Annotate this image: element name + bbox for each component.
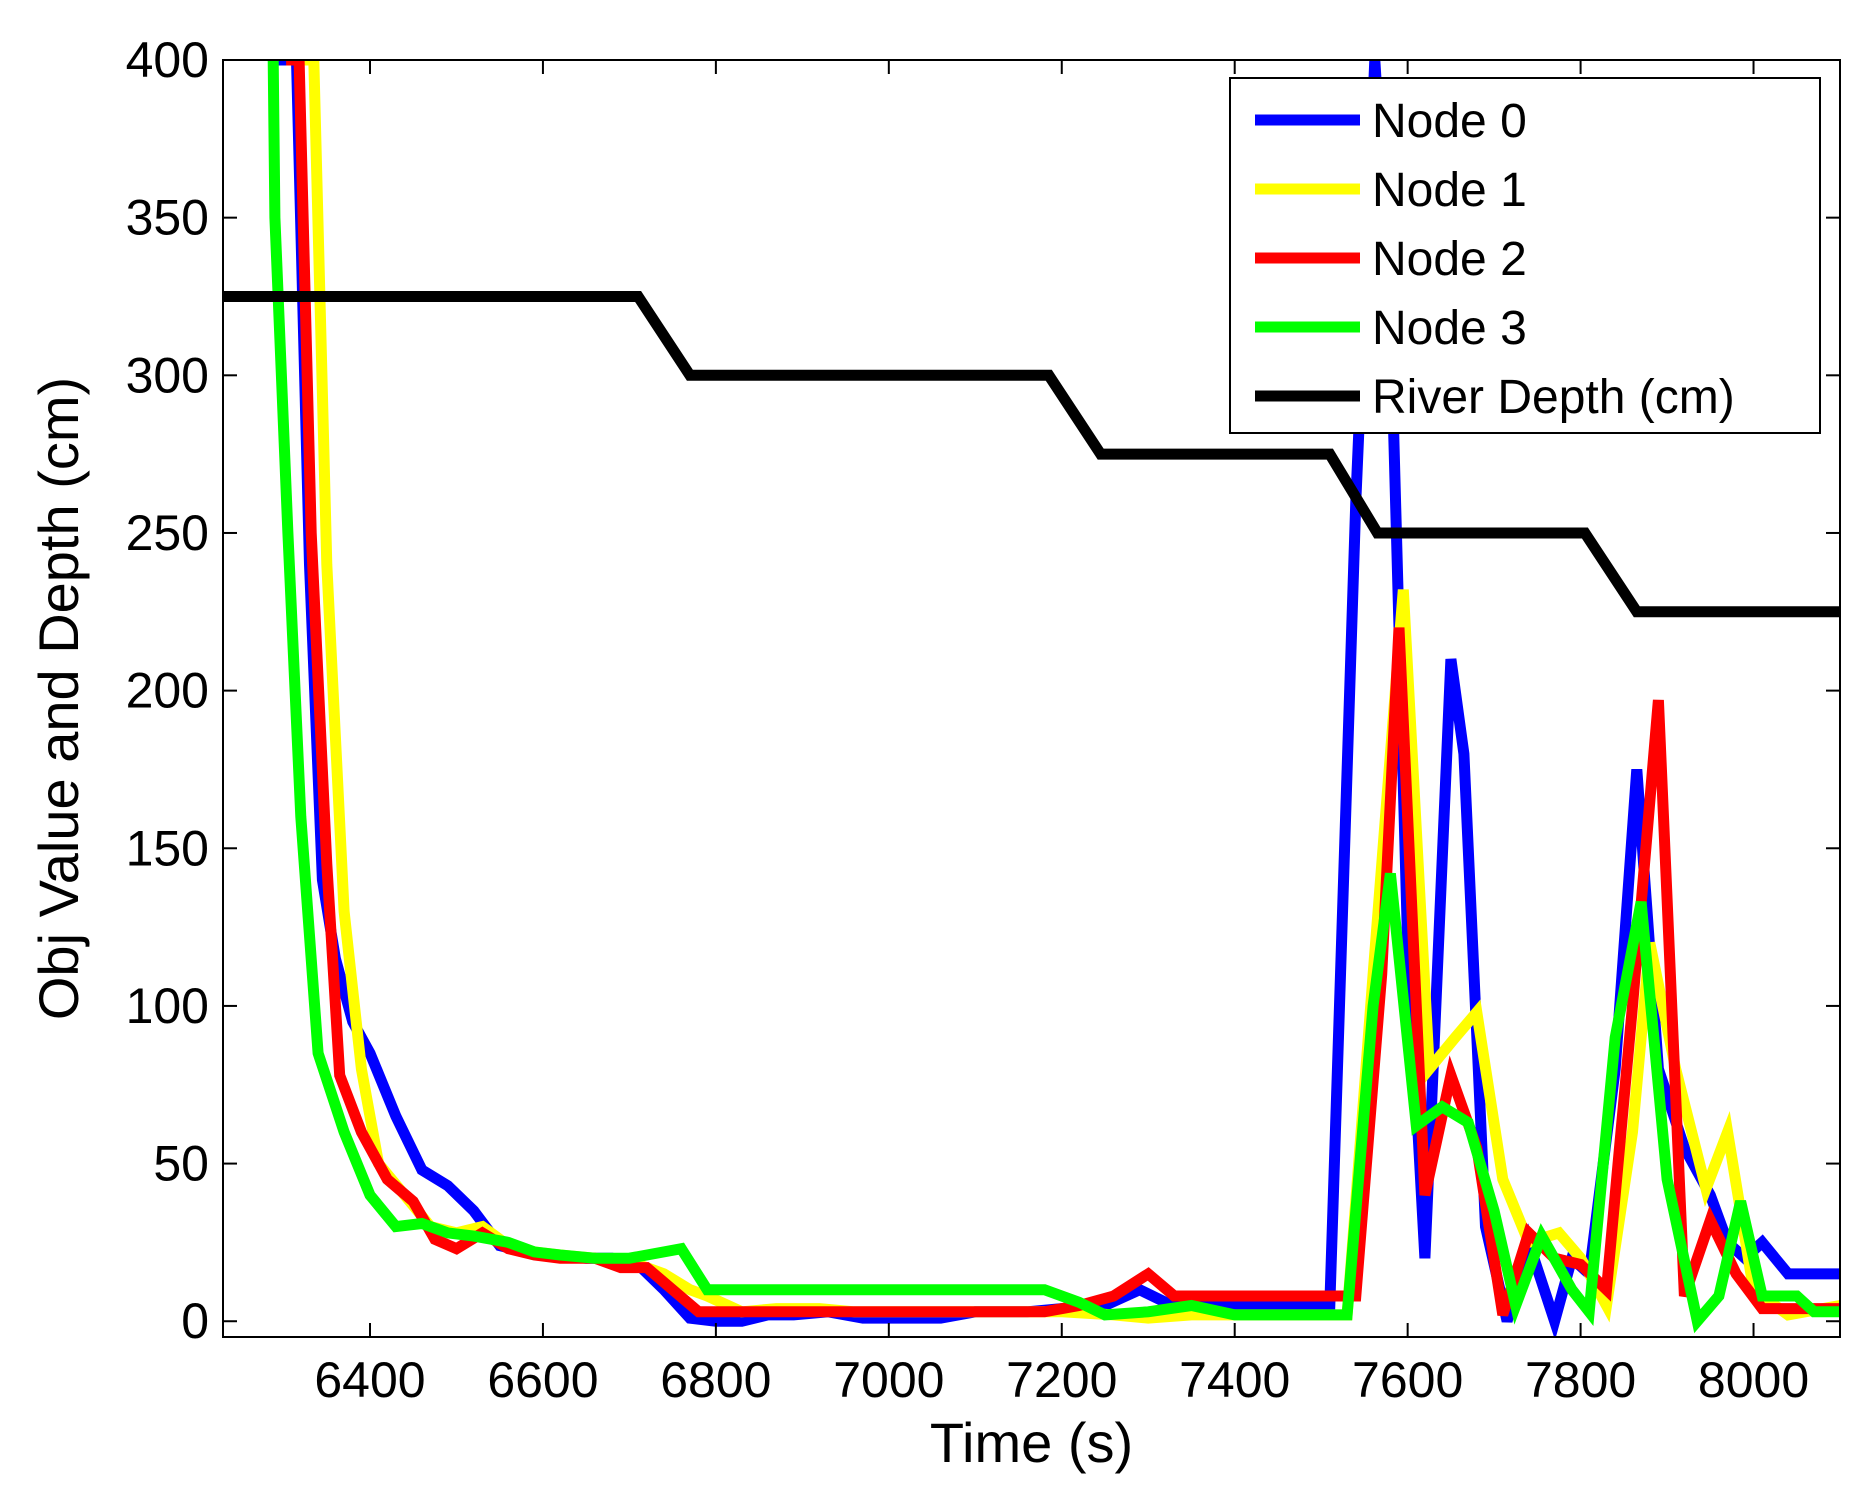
y-tick-label: 50	[153, 1136, 209, 1192]
series-line-3	[267, 60, 1840, 1334]
legend-label: River Depth (cm)	[1372, 371, 1735, 424]
legend-label: Node 2	[1372, 233, 1527, 286]
y-tick-label: 200	[126, 663, 209, 719]
legend-label: Node 0	[1372, 95, 1527, 148]
y-tick-label: 400	[126, 32, 209, 88]
x-tick-label: 6800	[660, 1352, 771, 1408]
x-tick-label: 7600	[1352, 1352, 1463, 1408]
y-tick-label: 350	[126, 190, 209, 246]
x-tick-label: 7400	[1179, 1352, 1290, 1408]
x-axis-label: Time (s)	[930, 1411, 1133, 1474]
x-tick-label: 7000	[833, 1352, 944, 1408]
y-tick-label: 100	[126, 978, 209, 1034]
series-layer	[223, 60, 1840, 1337]
legend-label: Node 3	[1372, 302, 1527, 355]
x-tick-label: 7200	[1006, 1352, 1117, 1408]
y-tick-label: 150	[126, 820, 209, 876]
series-line-2	[286, 60, 1840, 1318]
y-tick-label: 250	[126, 505, 209, 561]
x-tick-label: 6400	[314, 1352, 425, 1408]
y-tick-label: 0	[181, 1293, 209, 1349]
axes-frame	[222, 59, 1841, 1338]
y-tick-label: 300	[126, 347, 209, 403]
series-line-4	[223, 291, 1840, 618]
x-tick-label: 8000	[1698, 1352, 1809, 1408]
legend-label: Node 1	[1372, 164, 1527, 217]
x-tick-label: 7800	[1525, 1352, 1636, 1408]
y-axis-label: Obj Value and Depth (cm)	[27, 377, 90, 1020]
x-tick-label: 6600	[487, 1352, 598, 1408]
legend: Node 0 Node 1 Node 2 Node 3 River Depth (cm)	[1229, 77, 1821, 434]
ticks-layer: 6400 6600 6800 7000 7200 7400 7600 7800 8000 0 50 1…	[126, 32, 1840, 1408]
legend-box	[1229, 77, 1821, 434]
